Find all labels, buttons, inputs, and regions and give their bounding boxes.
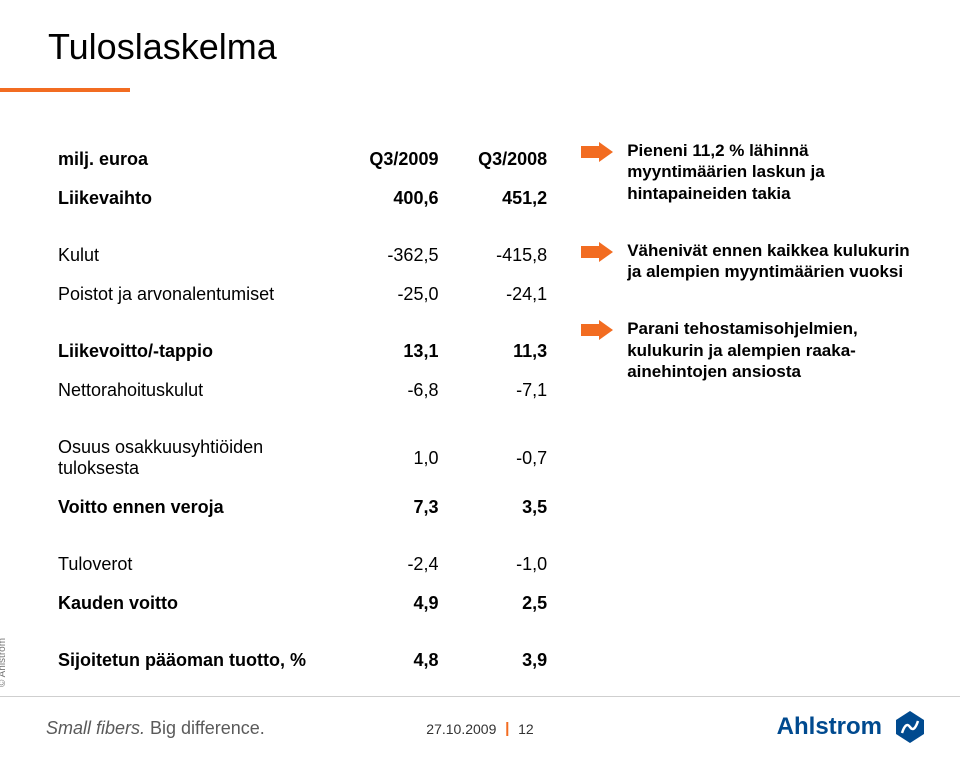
- table-row: Liikevoitto/-tappio13,111,3: [48, 332, 557, 371]
- header-col-2: Q3/2008: [448, 140, 557, 179]
- copyright-text: © Ahlstrom: [0, 638, 8, 687]
- row-label: Voitto ennen veroja: [48, 488, 340, 527]
- header-label: milj. euroa: [48, 140, 340, 179]
- row-value-1: -25,0: [340, 275, 449, 314]
- row-value-1: -6,8: [340, 371, 449, 410]
- footer: Small fibers. Big difference. 27.10.2009…: [0, 697, 960, 757]
- table-row: Voitto ennen veroja7,33,5: [48, 488, 557, 527]
- table-row: [48, 410, 557, 428]
- notes-column: Pieneni 11,2 % lähinnä myyntimäärien las…: [581, 140, 920, 680]
- row-label: Osuus osakkuusyhtiöiden tuloksesta: [48, 428, 340, 488]
- table-row: [48, 314, 557, 332]
- accent-bar: [0, 88, 130, 92]
- slide-title: Tuloslaskelma: [48, 26, 277, 68]
- row-value-1: 1,0: [340, 428, 449, 488]
- arrow-right-icon: [581, 242, 613, 267]
- logo-text: Ahlstrom: [777, 713, 882, 741]
- row-value-1: -2,4: [340, 545, 449, 584]
- note-text: Parani tehostamisohjelmien, kulukurin ja…: [627, 318, 920, 382]
- footer-date: 27.10.2009: [426, 721, 496, 737]
- table-row: Tuloverot-2,4-1,0: [48, 545, 557, 584]
- content-area: milj. euroa Q3/2009 Q3/2008 Liikevaihto4…: [48, 140, 920, 680]
- row-value-2: 3,5: [448, 488, 557, 527]
- note-item: Parani tehostamisohjelmien, kulukurin ja…: [581, 318, 920, 382]
- note-item: Vähenivät ennen kaikkea kulukurin ja ale…: [581, 240, 920, 283]
- row-value-2: 451,2: [448, 179, 557, 218]
- row-value-2: -415,8: [448, 236, 557, 275]
- table-row: Osuus osakkuusyhtiöiden tuloksesta1,0-0,…: [48, 428, 557, 488]
- logo: Ahlstrom: [777, 709, 928, 745]
- income-table: milj. euroa Q3/2009 Q3/2008 Liikevaihto4…: [48, 140, 557, 680]
- row-value-2: -1,0: [448, 545, 557, 584]
- row-label: Tuloverot: [48, 545, 340, 584]
- row-value-1: 400,6: [340, 179, 449, 218]
- row-label: Liikevaihto: [48, 179, 340, 218]
- table-row: [48, 623, 557, 641]
- note-text: Pieneni 11,2 % lähinnä myyntimäärien las…: [627, 140, 920, 204]
- row-value-2: 11,3: [448, 332, 557, 371]
- table-row: Kauden voitto4,92,5: [48, 584, 557, 623]
- table-row: [48, 218, 557, 236]
- row-label: Kulut: [48, 236, 340, 275]
- table-row: Liikevaihto400,6451,2: [48, 179, 557, 218]
- table-row: Kulut-362,5-415,8: [48, 236, 557, 275]
- row-label: Sijoitetun pääoman tuotto, %: [48, 641, 340, 680]
- table-header-row: milj. euroa Q3/2009 Q3/2008: [48, 140, 557, 179]
- row-label: Liikevoitto/-tappio: [48, 332, 340, 371]
- slide: Tuloslaskelma milj. euroa Q3/2009 Q3/200…: [0, 0, 960, 757]
- row-value-2: -0,7: [448, 428, 557, 488]
- row-value-2: 2,5: [448, 584, 557, 623]
- note-item: Pieneni 11,2 % lähinnä myyntimäärien las…: [581, 140, 920, 204]
- row-value-1: 7,3: [340, 488, 449, 527]
- table-row: Sijoitetun pääoman tuotto, %4,83,9: [48, 641, 557, 680]
- table-row: [48, 527, 557, 545]
- row-value-2: -7,1: [448, 371, 557, 410]
- row-value-1: -362,5: [340, 236, 449, 275]
- tagline-italic: Small fibers.: [46, 718, 145, 738]
- row-label: Poistot ja arvonalentumiset: [48, 275, 340, 314]
- row-value-1: 4,8: [340, 641, 449, 680]
- row-label: Kauden voitto: [48, 584, 340, 623]
- arrow-right-icon: [581, 320, 613, 345]
- row-value-2: -24,1: [448, 275, 557, 314]
- tagline-rest: Big difference.: [145, 718, 265, 738]
- header-col-1: Q3/2009: [340, 140, 449, 179]
- row-value-2: 3,9: [448, 641, 557, 680]
- row-label: Nettorahoituskulut: [48, 371, 340, 410]
- note-text: Vähenivät ennen kaikkea kulukurin ja ale…: [627, 240, 920, 283]
- row-value-1: 4,9: [340, 584, 449, 623]
- separator-icon: [506, 722, 508, 736]
- table-row: Nettorahoituskulut-6,8-7,1: [48, 371, 557, 410]
- row-value-1: 13,1: [340, 332, 449, 371]
- logo-mark-icon: [892, 709, 928, 745]
- table-row: Poistot ja arvonalentumiset-25,0-24,1: [48, 275, 557, 314]
- tagline: Small fibers. Big difference.: [46, 718, 265, 739]
- date-page: 27.10.2009 12: [426, 721, 533, 737]
- arrow-right-icon: [581, 142, 613, 167]
- footer-page: 12: [518, 721, 534, 737]
